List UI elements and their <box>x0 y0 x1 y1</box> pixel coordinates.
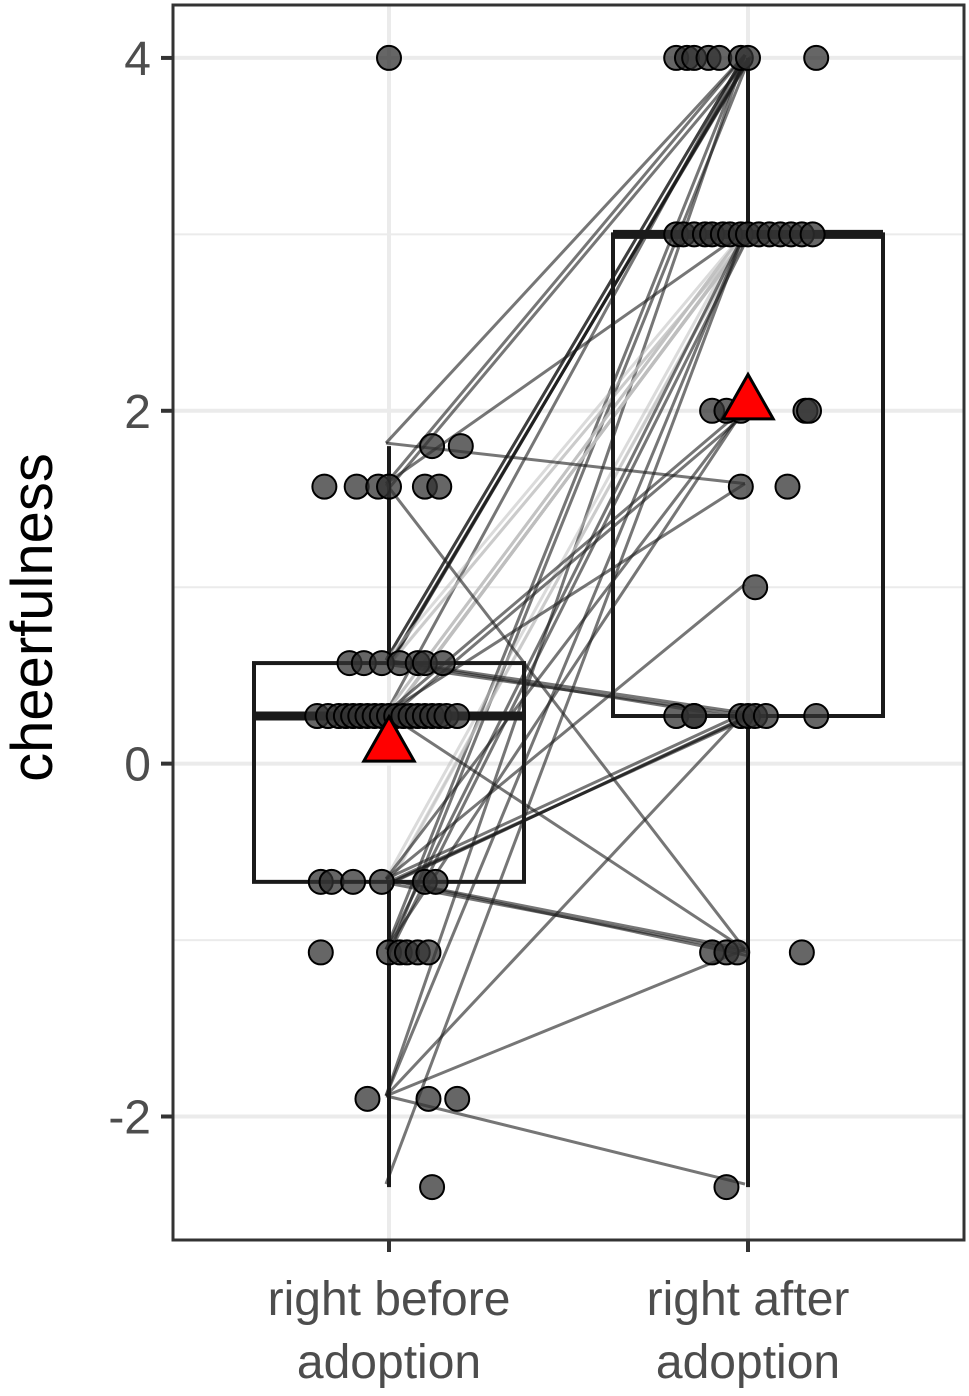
pair-line <box>385 1094 746 1186</box>
point-before <box>419 433 446 460</box>
point-before <box>354 1085 381 1112</box>
point-before <box>318 868 345 895</box>
pair-line <box>385 711 746 881</box>
pair-line <box>387 233 751 719</box>
pair-line <box>384 406 747 880</box>
y-axis-label: cheerfulness <box>0 453 65 782</box>
pair-line <box>385 230 746 485</box>
point-before <box>376 473 402 500</box>
pair-line <box>384 230 747 1185</box>
pair-line <box>384 230 747 662</box>
mean-marker <box>361 713 417 763</box>
pair-line <box>387 56 751 490</box>
point-after <box>796 397 823 424</box>
mean-marker <box>720 371 776 421</box>
pair-line <box>384 53 747 485</box>
point-after <box>752 703 779 730</box>
x-tick-label-line1: right before <box>268 1273 511 1326</box>
pair-line <box>384 53 747 445</box>
x-tick-label-line1: right after <box>647 1273 850 1326</box>
point-before <box>444 703 471 730</box>
point-before <box>426 473 453 500</box>
pair-line <box>385 711 746 951</box>
point-after <box>788 939 815 966</box>
pair-line <box>391 878 747 957</box>
point-before <box>368 868 395 895</box>
pair-line <box>384 711 747 1097</box>
point-before <box>340 868 367 895</box>
point-before <box>311 473 338 500</box>
pair-line <box>385 948 746 1098</box>
point-before <box>415 1085 442 1112</box>
pair-line <box>385 441 746 486</box>
point-before <box>376 44 402 71</box>
panel-border <box>171 3 966 1242</box>
pair-line <box>387 57 751 955</box>
point-before <box>343 473 370 500</box>
point-after <box>724 939 751 966</box>
y-tick-label: 0 <box>124 739 151 792</box>
point-after <box>681 703 708 730</box>
point-after <box>803 44 830 71</box>
mean-markers <box>361 371 776 763</box>
pair-line <box>384 230 747 1097</box>
point-after <box>706 44 733 71</box>
y-tick-label: 2 <box>124 386 151 439</box>
pair-line <box>390 236 748 663</box>
point-after <box>803 703 830 730</box>
point-after <box>799 221 826 248</box>
pair-line <box>384 230 747 880</box>
axes: -2 0 2 4 right before adoption right after adop… <box>108 33 849 1389</box>
point-before <box>307 939 334 966</box>
point-before <box>447 433 474 460</box>
pair-line <box>384 482 747 951</box>
x-tick-label-line2: adoption <box>656 1336 840 1389</box>
point-before <box>429 650 456 677</box>
x-tick-label-line2: adoption <box>297 1336 481 1389</box>
pair-line <box>385 583 746 881</box>
point-after <box>774 473 801 500</box>
point-before <box>415 939 442 966</box>
pair-line <box>384 54 747 714</box>
point-before <box>444 1085 471 1112</box>
data-points <box>304 44 830 1201</box>
point-after <box>735 44 761 71</box>
point-before <box>419 1174 446 1201</box>
pair-line <box>387 233 751 955</box>
point-before <box>422 868 449 895</box>
point-after <box>713 1174 740 1201</box>
y-tick-label: 4 <box>124 33 151 86</box>
paired-lines <box>384 53 753 1186</box>
y-tick-label: -2 <box>108 1092 151 1145</box>
point-after <box>727 473 754 500</box>
point-after <box>742 574 769 601</box>
pair-line <box>386 713 752 887</box>
